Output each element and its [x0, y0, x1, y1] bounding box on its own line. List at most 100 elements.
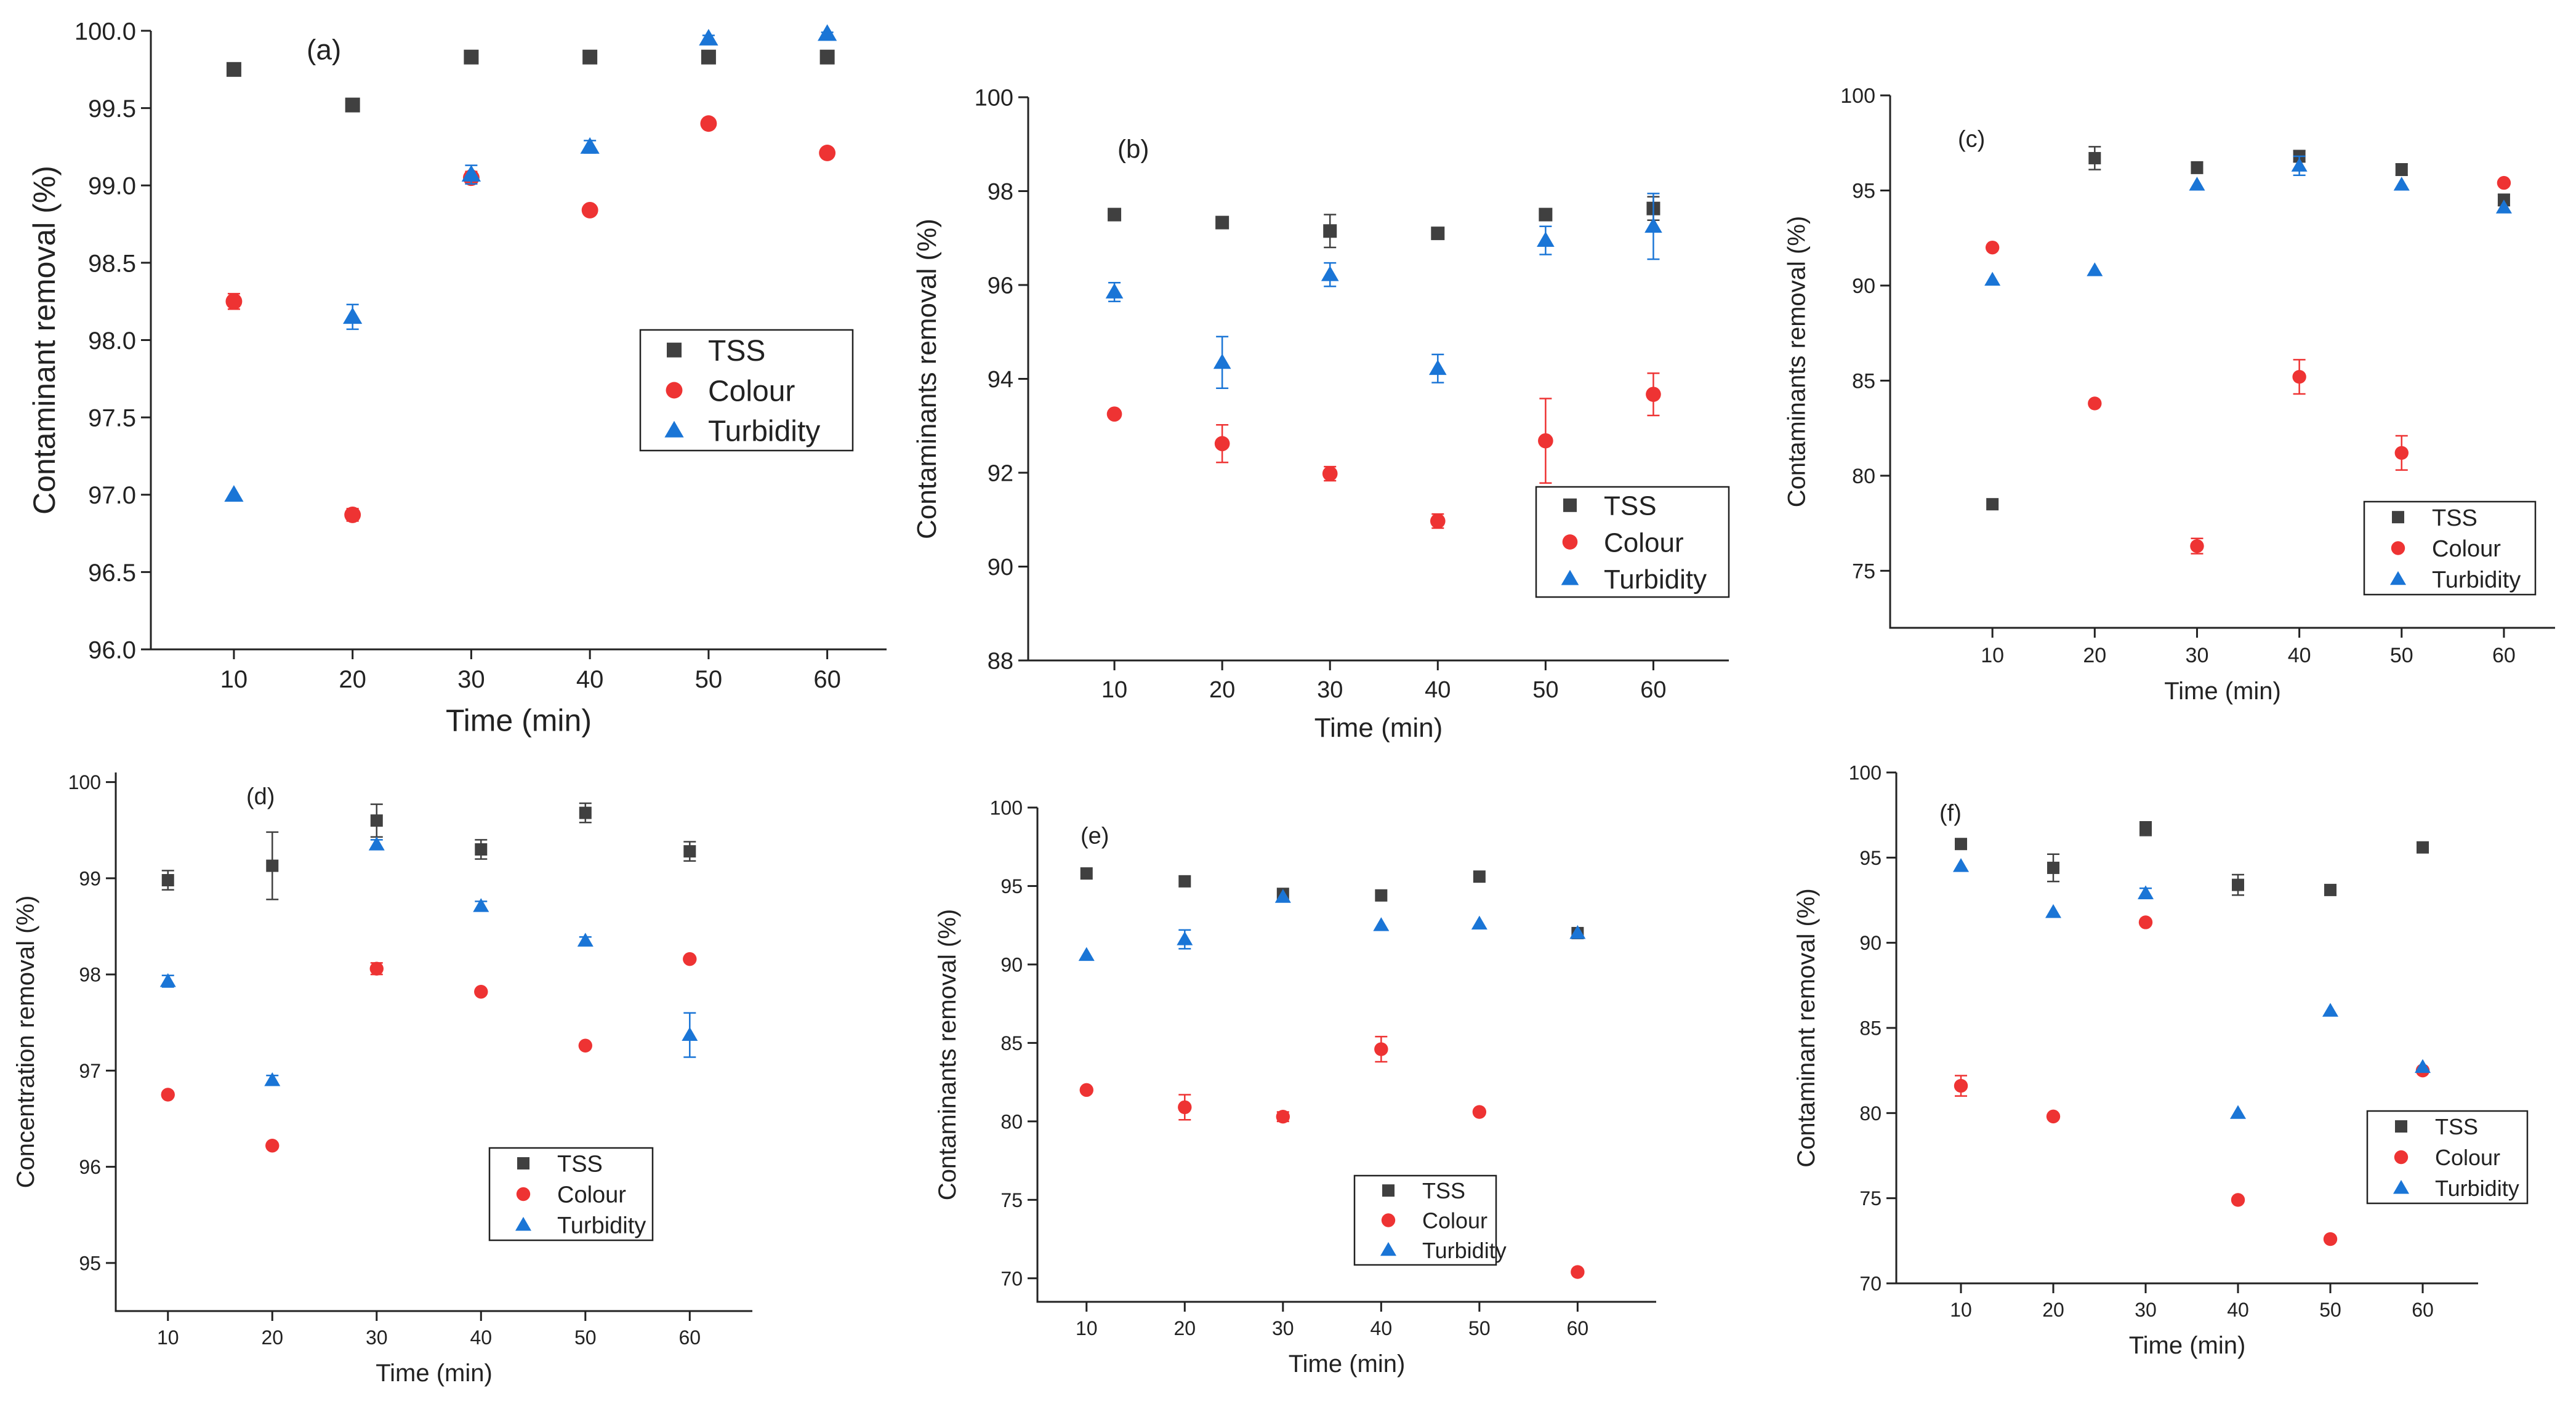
y-tick-label: 88 — [988, 649, 1013, 675]
x-tick-label: 10 — [220, 666, 248, 693]
data-point — [1646, 387, 1661, 402]
data-point — [2495, 199, 2512, 214]
y-tick-label: 92 — [988, 461, 1013, 487]
x-tick-label: 50 — [574, 1326, 597, 1349]
data-point — [683, 845, 696, 858]
legend-marker — [1561, 569, 1579, 585]
legend-label: Turbidity — [708, 415, 820, 448]
axis-frame-c — [1889, 95, 2555, 629]
x-tick-label: 40 — [2227, 1299, 2249, 1321]
data-point — [2189, 177, 2205, 191]
data-point — [2045, 904, 2062, 918]
series-turbidity — [1984, 155, 2512, 286]
data-point — [1078, 947, 1095, 961]
y-tick-label: 97.5 — [88, 405, 136, 432]
legend-label: TSS — [708, 335, 765, 367]
y-tick-label: 95 — [1859, 847, 1882, 869]
data-point — [461, 165, 481, 182]
legend-marker — [516, 1187, 531, 1201]
data-point — [1537, 231, 1555, 247]
legend-marker — [1381, 1213, 1396, 1227]
x-tick-label: 40 — [470, 1326, 492, 1349]
legend-marker — [2391, 541, 2405, 555]
x-tick-label: 30 — [1317, 677, 1343, 703]
data-point — [2232, 878, 2244, 891]
data-point — [1430, 513, 1446, 529]
axis-frame-d — [115, 772, 752, 1312]
legend-label: Turbidity — [2432, 568, 2521, 593]
data-point — [581, 202, 598, 219]
data-point — [343, 307, 363, 324]
legend-label: Colour — [1604, 528, 1684, 558]
x-tick-label: 60 — [2412, 1299, 2434, 1321]
data-point — [1955, 838, 1967, 851]
data-point — [1276, 1109, 1290, 1124]
x-tick-label: 10 — [1950, 1299, 1972, 1321]
x-tick-label: 60 — [813, 666, 841, 693]
data-point — [819, 145, 836, 161]
legend-marker — [2392, 511, 2404, 524]
data-point — [577, 933, 594, 947]
y-tick-label: 99 — [79, 867, 101, 889]
x-tick-label: 50 — [1468, 1317, 1491, 1339]
legend-label: Turbidity — [1604, 564, 1707, 595]
data-point — [578, 1038, 592, 1053]
data-point — [2088, 151, 2101, 164]
legend-a: TSS Colour Turbidity — [639, 329, 854, 452]
legend-label: TSS — [2432, 505, 2477, 531]
data-point — [700, 115, 717, 132]
data-point — [2046, 1109, 2061, 1124]
data-point — [1952, 858, 1970, 872]
y-tick-label: 98.0 — [88, 327, 136, 355]
series-colour — [1985, 175, 2511, 555]
legend-d: TSS Colour Turbidity — [488, 1147, 654, 1242]
x-tick-label: 60 — [1640, 677, 1666, 703]
data-point — [474, 985, 488, 999]
data-point — [265, 1139, 280, 1153]
series-tss — [1955, 820, 2429, 896]
data-point — [264, 1072, 281, 1086]
x-tick-label: 30 — [366, 1326, 388, 1349]
panel-label: (d) — [246, 784, 275, 810]
data-point — [2292, 370, 2306, 384]
data-point — [1539, 207, 1553, 222]
series-turbidity — [1105, 193, 1662, 389]
legend-box — [2366, 1110, 2529, 1205]
legend-b: TSS Colour Turbidity — [1535, 486, 1730, 598]
chart-panel-c: 10 20 30 40 50 60 75 80 85 90 95 100 Time (min) Conta… — [1783, 84, 2555, 705]
panel-label: (f) — [1939, 801, 1962, 827]
y-tick-label: 100 — [68, 771, 101, 793]
data-point — [1274, 889, 1291, 903]
legend-label: TSS — [1604, 491, 1657, 521]
data-point — [2324, 883, 2337, 896]
y-tick-label: 96.0 — [88, 636, 136, 664]
legend-marker — [666, 382, 683, 399]
series-turbidity — [1952, 858, 2431, 1119]
x-tick-label: 60 — [678, 1326, 701, 1349]
y-tick-label: 95 — [1852, 180, 1875, 203]
y-axis-title: Contaminants removal (%) — [934, 909, 961, 1201]
data-point — [1108, 207, 1122, 222]
legend-marker — [2393, 1179, 2410, 1194]
x-tick-label: 40 — [1425, 677, 1451, 703]
data-point — [1079, 1083, 1093, 1097]
data-point — [1986, 498, 1999, 511]
data-point — [579, 806, 592, 819]
y-tick-label: 99.5 — [88, 95, 136, 122]
x-tick-label: 20 — [1209, 677, 1235, 703]
legend-label: Turbidity — [2435, 1176, 2519, 1201]
data-point — [1374, 1042, 1388, 1056]
y-tick-label: 80 — [1000, 1110, 1023, 1133]
y-tick-label: 80 — [1859, 1102, 1882, 1125]
data-point — [2323, 1232, 2338, 1246]
data-point — [2137, 885, 2154, 899]
data-point — [2087, 262, 2103, 276]
y-tick-label: 94 — [988, 367, 1013, 393]
data-point — [1954, 1078, 1968, 1093]
legend-label: Colour — [1422, 1208, 1487, 1233]
data-point — [2088, 396, 2102, 411]
legend-c: TSS Colour Turbidity — [2363, 500, 2537, 596]
data-point — [345, 97, 360, 113]
panel-label: (c) — [1958, 127, 1985, 153]
data-point — [344, 506, 361, 523]
